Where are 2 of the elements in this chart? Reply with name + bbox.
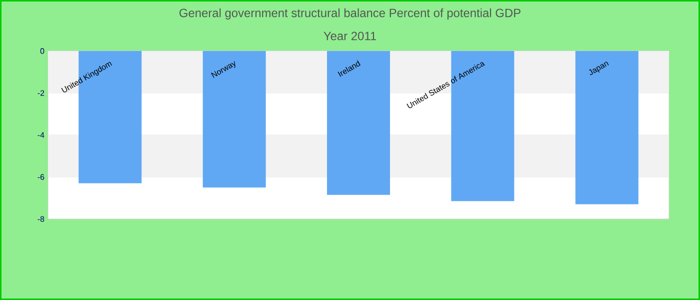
chart-title: General government structural balance Percent of potential GDP bbox=[179, 8, 520, 20]
chart-subtitle: Year 2011 bbox=[324, 32, 376, 40]
